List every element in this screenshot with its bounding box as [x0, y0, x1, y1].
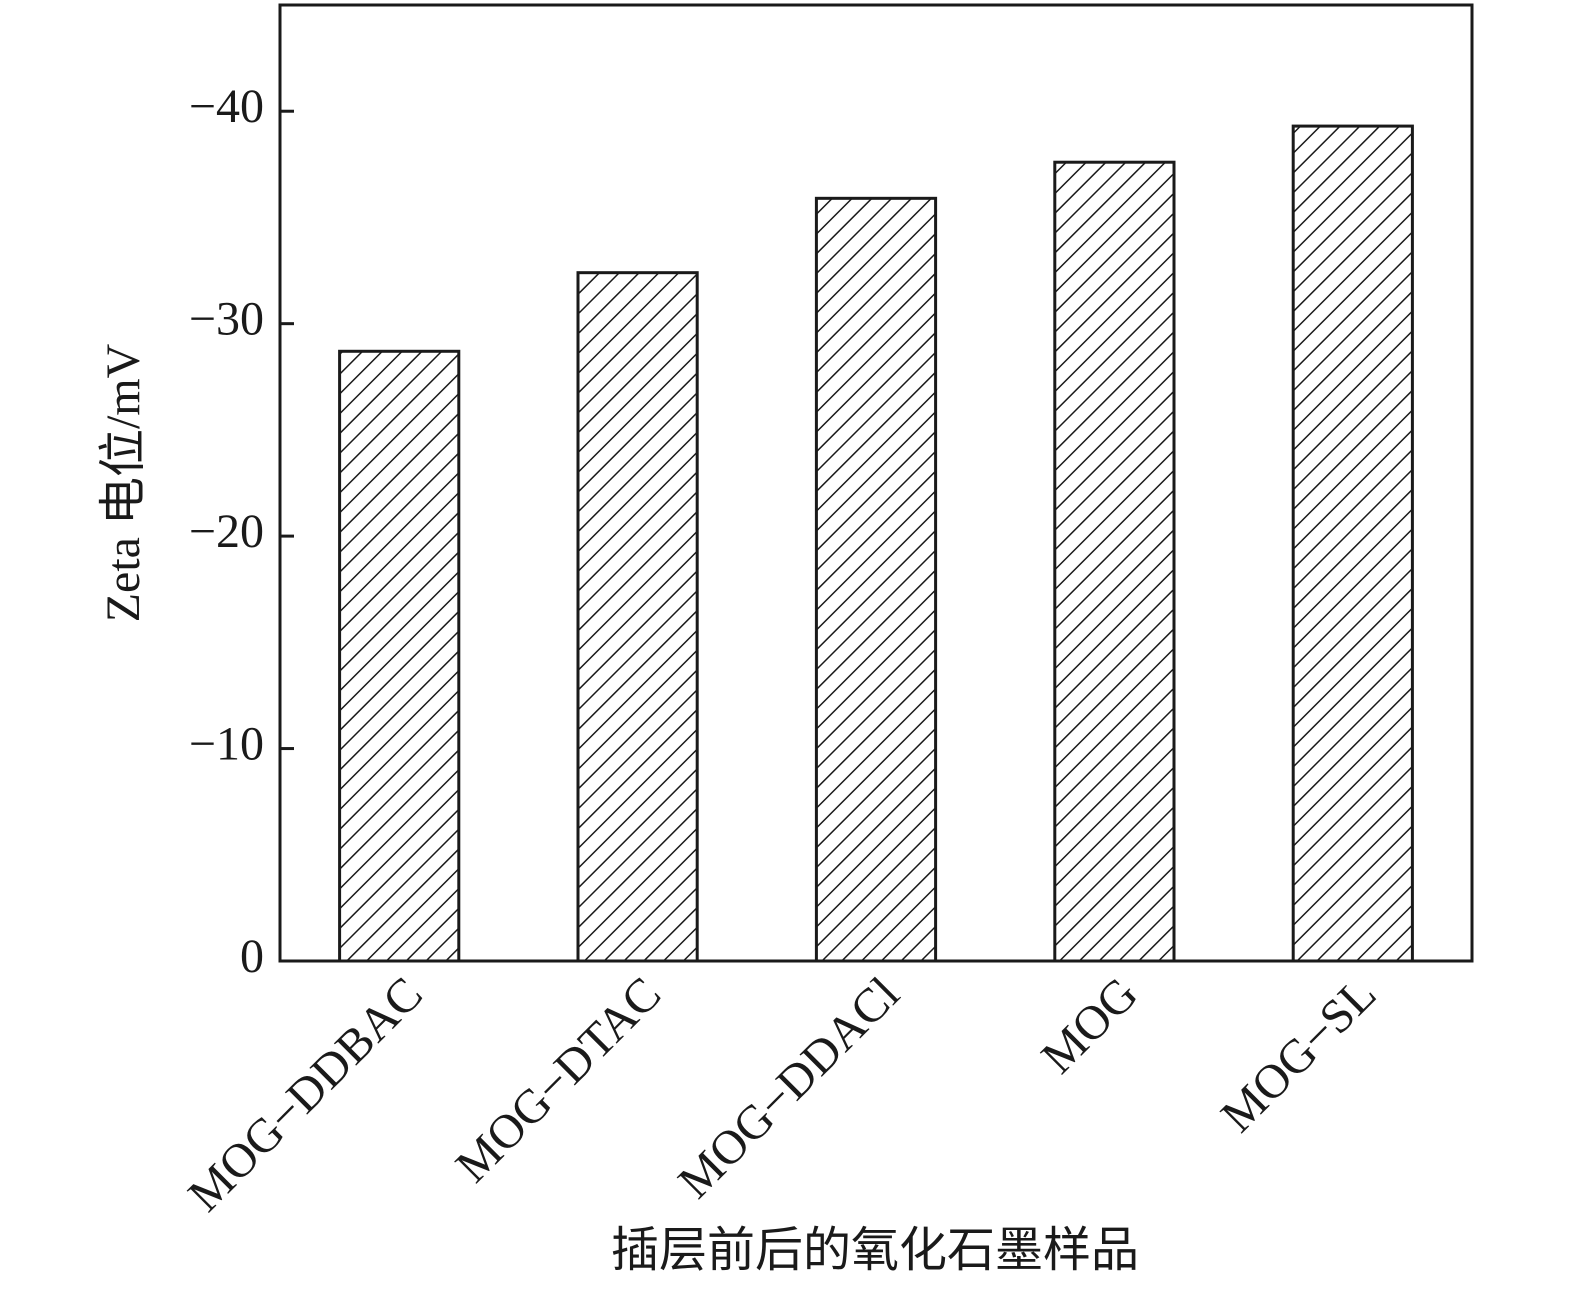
bar: [1053, 160, 1176, 963]
bar: [1291, 124, 1414, 963]
y-tick-label: −10: [189, 718, 264, 771]
bar: [338, 349, 461, 963]
y-tick-label: −40: [189, 80, 264, 133]
y-tick-label: 0: [240, 930, 264, 983]
y-axis-title: Zeta 电位/mV: [97, 343, 150, 622]
x-tick-label: MOG: [1031, 967, 1148, 1084]
x-tick-label: MOG−DDACl: [668, 967, 909, 1208]
bar: [576, 271, 699, 963]
x-tick-label: MOG−SL: [1211, 967, 1386, 1142]
bar: [814, 196, 938, 963]
x-tick-label: MOG−DTAC: [446, 967, 672, 1193]
y-tick-label: −30: [189, 293, 264, 346]
y-tick-label: −20: [189, 505, 264, 558]
x-tick-label: MOG−DDBAC: [178, 967, 433, 1222]
x-axis-title: 插层前后的氧化石墨样品: [611, 1224, 1139, 1277]
